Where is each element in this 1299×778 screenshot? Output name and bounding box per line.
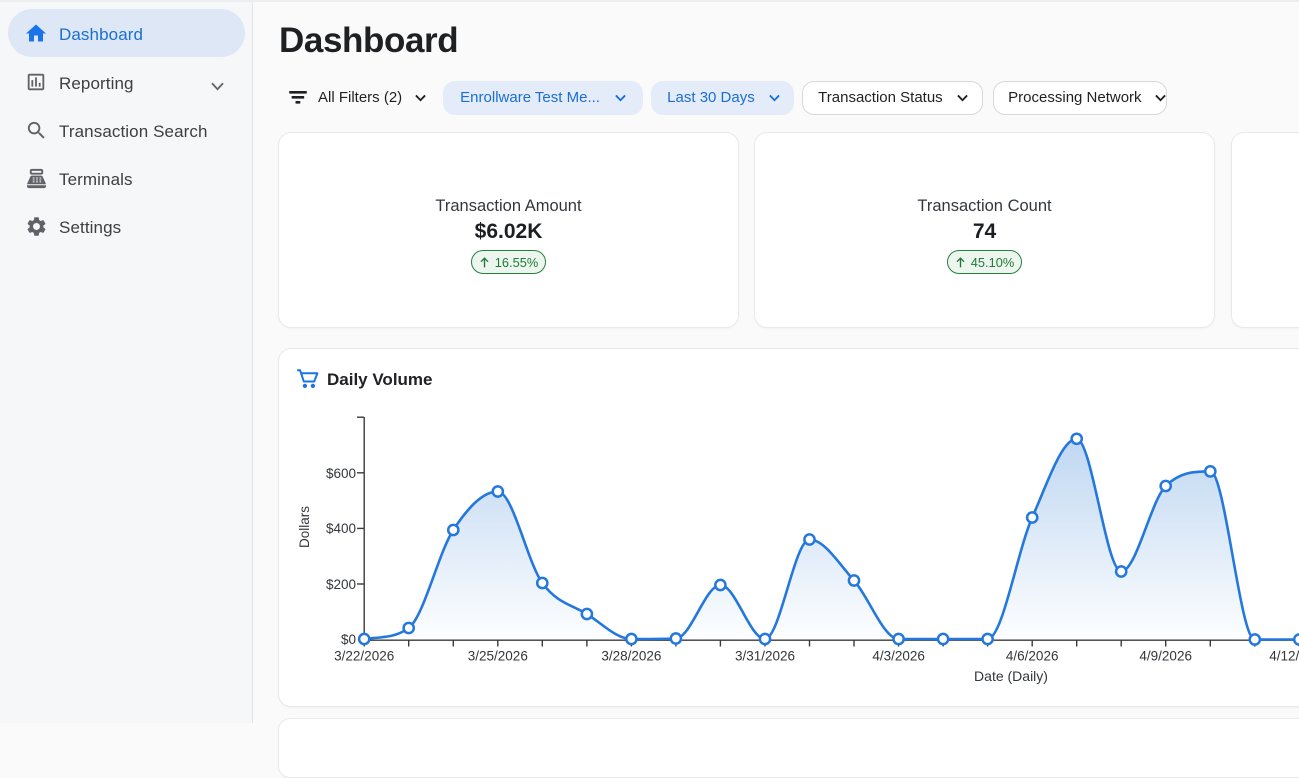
svg-text:Date (Daily): Date (Daily) <box>974 668 1048 684</box>
svg-text:$400: $400 <box>326 521 356 536</box>
svg-text:4/3/2026: 4/3/2026 <box>872 649 925 664</box>
svg-text:3/28/2026: 3/28/2026 <box>601 649 661 664</box>
svg-text:3/31/2026: 3/31/2026 <box>735 649 795 664</box>
svg-text:$600: $600 <box>326 466 356 481</box>
svg-text:Daily Volume: Daily Volume <box>327 370 433 389</box>
svg-text:4/12/2026: 4/12/2026 <box>1269 649 1299 664</box>
svg-text:3/22/2026: 3/22/2026 <box>334 649 394 664</box>
svg-text:4/9/2026: 4/9/2026 <box>1139 649 1192 664</box>
svg-text:Dollars: Dollars <box>297 506 312 548</box>
svg-text:3/25/2026: 3/25/2026 <box>468 649 528 664</box>
svg-text:$0: $0 <box>341 632 356 647</box>
svg-text:4/6/2026: 4/6/2026 <box>1006 649 1059 664</box>
svg-text:$200: $200 <box>326 577 356 592</box>
